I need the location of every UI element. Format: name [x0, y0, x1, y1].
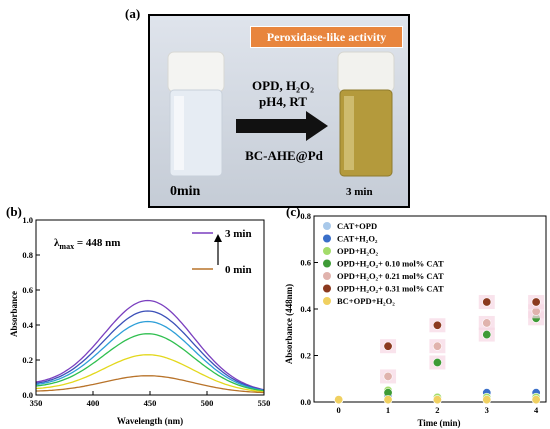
data-point-s4-1 — [383, 371, 393, 381]
spectrum-line-2 — [35, 320, 265, 392]
legend-label-0: CAT+OPD — [337, 221, 377, 231]
absorbance-spectra-chart: 350 400 450 500 550 0.0 0.2 0.4 0.6 0.8 1.0 λmax =… — [9, 215, 271, 426]
data-point-s3-3 — [482, 330, 492, 340]
x-tick-label: 350 — [30, 398, 43, 408]
x-tick-label: 500 — [201, 398, 214, 408]
legend-label-3: OPD+H₂O₂+ 0.10 mol% CAT — [337, 259, 444, 269]
y-tick-label: 0.4 — [300, 304, 311, 314]
vial-start — [167, 51, 225, 177]
time-end-label: 3 min — [346, 186, 373, 198]
y-tick-label: 0.2 — [300, 351, 311, 361]
data-point-s6-2 — [432, 395, 442, 405]
data-point-s5-1 — [383, 341, 393, 351]
legend-marker-5 — [323, 284, 331, 293]
legend-label-2: OPD+H₂O₂ — [337, 246, 379, 256]
panel-a-label: (a) — [125, 6, 141, 21]
legend-marker-6 — [323, 297, 331, 305]
y-tick-label: 0.4 — [22, 320, 33, 330]
data-point-s5-3 — [482, 297, 492, 307]
y-tick-label: 0.8 — [22, 250, 33, 260]
data-point-s6-1 — [383, 395, 393, 405]
y-tick-label: 1.0 — [22, 215, 33, 225]
x-tick-label: 400 — [87, 398, 100, 408]
y-tick-label: 0.8 — [300, 211, 311, 221]
panel-c-label: (c) — [286, 204, 301, 219]
legend-marker-3 — [323, 259, 331, 268]
data-point-s4-2 — [432, 341, 442, 351]
conditions-line2: pH4, RT — [259, 94, 307, 109]
legend-label-6: BC+OPD+H₂O₂ — [337, 296, 395, 306]
y-axis-label: Absorbance — [9, 291, 19, 337]
x-tick-label: 0 — [337, 405, 341, 415]
data-point-s4-3 — [482, 318, 492, 328]
vial-end — [337, 51, 395, 177]
reaction-arrow-icon — [236, 111, 328, 141]
data-point-s6-3 — [482, 395, 492, 405]
spectrum-line-5 — [36, 375, 265, 394]
legend-marker-4 — [323, 272, 331, 280]
plot-frame — [313, 215, 547, 403]
x-axis-label: Wavelength (nm) — [117, 416, 183, 426]
spectrum-line-3 — [35, 333, 265, 392]
lambda-max-label: λmax = 448 nm — [54, 237, 120, 251]
panel-b-label: (b) — [6, 204, 22, 219]
legend-label-1: CAT+H₂O₂ — [337, 234, 378, 244]
spectrum-line-1 — [35, 310, 265, 391]
legend-marker-1 — [323, 234, 331, 243]
x-axis-label: Time (min) — [417, 418, 460, 428]
data-point-s3-2 — [432, 357, 442, 367]
reaction-illustration: Peroxidase-like activity OPD, H₂O₂ pH4, … — [148, 14, 410, 208]
legend-label-4: OPD+H₂O₂+ 0.21 mol% CAT — [337, 271, 444, 281]
data-point-s5-2 — [432, 320, 442, 330]
x-tick-label: 1 — [386, 405, 390, 415]
time-start-label: 0min — [170, 184, 201, 199]
peroxidase-title-box: Peroxidase-like activity — [250, 26, 403, 48]
spectrum-line-4 — [35, 354, 265, 393]
conditions-line1: OPD, H₂O₂ — [252, 78, 314, 93]
data-point-s6-0 — [334, 395, 344, 405]
y-tick-label: 0.0 — [300, 397, 311, 407]
arrow-bottom-label: 0 min — [225, 264, 252, 276]
spectrum-line-0 — [35, 299, 265, 391]
y-tick-label: 0.6 — [300, 258, 311, 268]
x-tick-label: 3 — [485, 405, 489, 415]
y-axis-label: Absorbance (448nm) — [284, 284, 294, 364]
x-tick-label: 2 — [435, 405, 439, 415]
x-tick-label: 450 — [144, 398, 157, 408]
time-arrow-head-icon — [214, 234, 222, 242]
catalyst-label: BC-AHE@Pd — [245, 148, 323, 163]
x-tick-label: 550 — [258, 398, 271, 408]
data-point-s6-4 — [531, 395, 541, 405]
y-tick-label: 0.6 — [22, 285, 33, 295]
legend-label-5: OPD+H₂O₂+ 0.31 mol% CAT — [337, 284, 444, 294]
legend-marker-0 — [323, 222, 331, 230]
absorbance-time-chart: 0 1 2 3 4 0.0 0.2 0.4 0.6 0.8 CAT+OPD CAT+H₂O₂ OPD+… — [284, 211, 547, 428]
y-tick-label: 0.2 — [22, 355, 33, 365]
arrow-top-label: 3 min — [225, 228, 252, 240]
legend-marker-2 — [323, 247, 331, 255]
data-point-s5-4 — [531, 297, 541, 307]
y-tick-label: 0.0 — [22, 390, 33, 400]
x-tick-label: 4 — [534, 405, 539, 415]
